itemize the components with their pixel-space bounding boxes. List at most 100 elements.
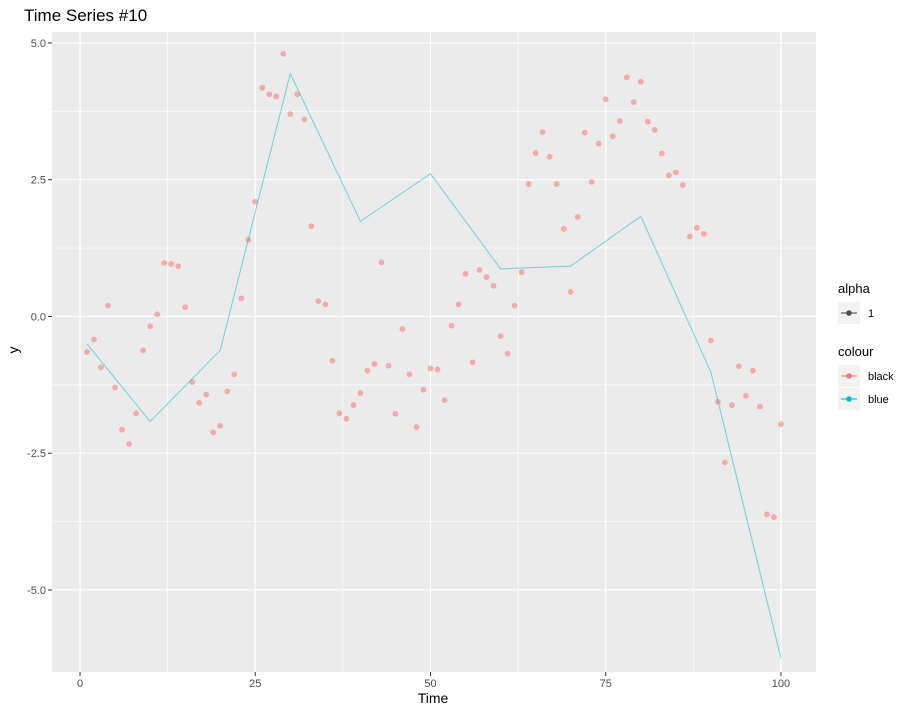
data-point [455,301,462,308]
data-point [581,129,588,136]
data-point [469,359,476,366]
data-point [588,178,595,185]
data-point [357,390,364,396]
data-point [161,259,168,266]
data-point [539,129,546,136]
data-point [441,397,448,404]
legend-label: black [868,371,894,383]
y-tick-label: -5.0 [27,585,46,597]
y-tick-label: -2.5 [27,448,46,460]
series-layer [84,50,784,659]
data-point [378,259,385,266]
data-point [574,213,581,220]
data-point [350,402,357,408]
data-point [778,421,784,428]
data-point [399,326,406,332]
legend-title: alpha [838,281,871,296]
data-point [364,367,371,374]
legend-label: 1 [868,308,874,320]
data-point [616,118,623,125]
data-point [98,364,104,371]
data-point [259,84,266,91]
data-point [721,459,728,466]
data-point [343,415,350,422]
data-point [427,365,434,372]
data-point [651,127,658,133]
data-point [294,91,301,98]
data-point [771,514,777,521]
data-point [707,337,714,344]
data-point [609,133,616,140]
data-point [532,149,539,156]
data-point [546,153,553,160]
data-point [413,424,420,430]
data-point [553,181,560,187]
grid-minor [52,32,816,672]
data-point [637,78,644,85]
x-axis-title: Time [418,690,449,706]
data-point [133,410,140,417]
data-point [231,371,238,378]
data-point [392,410,399,417]
data-point [497,333,504,340]
data-point [665,172,672,179]
data-point [504,350,511,357]
data-point [644,118,651,125]
chart-title: Time Series #10 [24,6,147,25]
data-point [329,357,336,364]
data-point [168,261,175,267]
data-point [511,302,518,309]
data-point [308,223,315,230]
data-point [595,140,602,147]
legend-key-point [846,373,852,379]
data-point [336,410,343,417]
data-point [224,388,231,395]
y-tick-label: 0.0 [31,311,46,323]
data-point [315,298,322,305]
data-point [490,282,497,289]
data-point [210,429,217,436]
x-tick-label: 50 [424,678,436,690]
legend-key-point [846,310,852,316]
data-point [750,367,756,374]
y-tick-label: 5.0 [31,38,46,50]
data-point [448,322,455,329]
data-point [266,91,273,98]
y-axis: -5.0 -2.5 0.0 2.5 5.0 [27,38,52,597]
data-point [322,301,329,308]
y-tick-label: 2.5 [31,175,46,187]
data-point [126,440,133,447]
data-point [434,366,441,373]
data-point [105,302,111,309]
x-tick-label: 0 [77,678,83,690]
data-point [700,230,707,237]
data-point [273,93,280,100]
data-point [757,403,763,410]
data-point [406,371,413,378]
data-point [140,347,147,354]
data-point [189,379,196,385]
legend-title: colour [838,344,874,359]
x-tick-label: 100 [772,678,790,690]
legend-label: blue [868,394,889,406]
data-point [91,336,97,343]
data-point [764,511,770,518]
series-line-blue [86,71,782,659]
data-point [182,304,189,311]
data-point [196,399,203,406]
x-tick-label: 75 [600,678,612,690]
data-point [476,267,483,273]
data-point [743,392,749,399]
data-point [623,74,630,81]
data-point [693,224,700,231]
x-axis: 0 25 50 75 100 [77,672,790,690]
data-point [371,361,378,367]
data-point [462,270,469,277]
legend: alpha 1 colour black blue [838,281,894,410]
data-point [154,311,161,318]
data-point [147,323,154,330]
data-point [518,269,525,276]
data-point [630,99,637,105]
data-point [686,233,693,240]
data-point [483,274,490,280]
